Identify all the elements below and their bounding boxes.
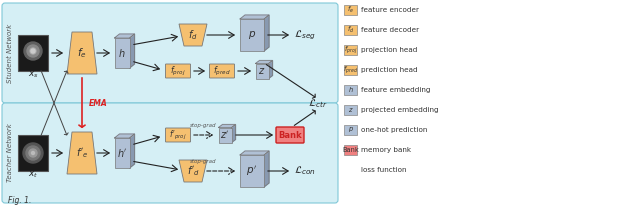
FancyBboxPatch shape: [18, 35, 48, 71]
FancyBboxPatch shape: [344, 45, 357, 55]
Text: $p$: $p$: [248, 29, 256, 41]
Text: feature embedding: feature embedding: [361, 87, 431, 93]
FancyBboxPatch shape: [209, 64, 234, 78]
Circle shape: [26, 146, 40, 160]
Polygon shape: [264, 15, 269, 51]
Text: $h$: $h$: [348, 85, 353, 94]
Text: EMA: EMA: [88, 99, 108, 108]
FancyBboxPatch shape: [344, 25, 357, 35]
FancyBboxPatch shape: [344, 65, 357, 75]
FancyBboxPatch shape: [18, 135, 48, 171]
Text: one-hot prediction: one-hot prediction: [361, 127, 428, 133]
FancyBboxPatch shape: [240, 155, 264, 187]
Text: $f'_d$: $f'_d$: [187, 164, 200, 178]
Polygon shape: [129, 134, 134, 168]
Text: $z$: $z$: [348, 106, 353, 114]
FancyBboxPatch shape: [344, 85, 357, 95]
FancyBboxPatch shape: [344, 105, 357, 115]
Text: projected embedding: projected embedding: [361, 107, 438, 113]
Text: loss function: loss function: [361, 167, 406, 173]
Text: $f_{proj}$: $f_{proj}$: [170, 64, 186, 78]
FancyBboxPatch shape: [166, 64, 191, 78]
Polygon shape: [264, 151, 269, 187]
Polygon shape: [240, 151, 269, 155]
Text: $p$: $p$: [348, 125, 353, 135]
Circle shape: [23, 143, 43, 163]
Circle shape: [31, 49, 35, 53]
Polygon shape: [67, 132, 97, 174]
Text: $h'$: $h'$: [116, 147, 127, 159]
Text: $\mathcal{L}_{seg}$: $\mathcal{L}_{seg}$: [294, 28, 316, 42]
Polygon shape: [179, 160, 207, 182]
Text: Bank: Bank: [342, 147, 359, 153]
FancyBboxPatch shape: [344, 145, 357, 155]
FancyBboxPatch shape: [115, 138, 129, 168]
Text: $f_{pred}$: $f_{pred}$: [213, 64, 231, 78]
Text: $f_d$: $f_d$: [347, 25, 354, 35]
FancyBboxPatch shape: [240, 19, 264, 51]
Text: $x_t$: $x_t$: [28, 170, 38, 180]
FancyBboxPatch shape: [115, 38, 129, 68]
Polygon shape: [255, 61, 273, 63]
Text: $f_{proj}$: $f_{proj}$: [344, 44, 357, 56]
Text: $p'$: $p'$: [246, 164, 257, 178]
FancyBboxPatch shape: [344, 5, 357, 15]
Text: feature decoder: feature decoder: [361, 27, 419, 33]
Circle shape: [24, 42, 42, 60]
Text: stop-grad: stop-grad: [189, 123, 216, 128]
Text: $x_s$: $x_s$: [28, 70, 38, 80]
Text: $f_e$: $f_e$: [347, 5, 354, 15]
Polygon shape: [115, 134, 134, 138]
Text: $f_e$: $f_e$: [77, 46, 87, 60]
FancyBboxPatch shape: [218, 128, 232, 142]
Text: memory bank: memory bank: [361, 147, 411, 153]
Circle shape: [31, 151, 35, 155]
FancyBboxPatch shape: [344, 125, 357, 135]
Text: $z'$: $z'$: [220, 129, 230, 141]
Text: $f'_e$: $f'_e$: [76, 146, 88, 160]
Polygon shape: [129, 34, 134, 68]
FancyBboxPatch shape: [166, 128, 191, 142]
Text: $f_d$: $f_d$: [188, 28, 198, 42]
Text: Bank: Bank: [278, 130, 302, 140]
Text: feature encoder: feature encoder: [361, 7, 419, 13]
Text: prediction head: prediction head: [361, 67, 418, 73]
Text: $f'_{proj}$: $f'_{proj}$: [169, 129, 187, 142]
Polygon shape: [67, 32, 97, 74]
Text: Student Network: Student Network: [7, 24, 13, 83]
Polygon shape: [232, 125, 236, 142]
Text: $f_{pred}$: $f_{pred}$: [343, 64, 358, 76]
Circle shape: [29, 149, 37, 157]
FancyBboxPatch shape: [2, 3, 338, 103]
Text: Teacher Network: Teacher Network: [7, 124, 13, 182]
FancyBboxPatch shape: [2, 103, 338, 203]
Circle shape: [30, 48, 36, 54]
Polygon shape: [179, 24, 207, 46]
FancyBboxPatch shape: [276, 127, 304, 143]
Polygon shape: [115, 34, 134, 38]
Polygon shape: [269, 61, 273, 78]
Text: $h$: $h$: [118, 47, 125, 59]
Text: $\mathcal{L}_{ctr}$: $\mathcal{L}_{ctr}$: [308, 98, 328, 110]
Circle shape: [27, 45, 39, 57]
Text: $\mathcal{L}_{con}$: $\mathcal{L}_{con}$: [294, 165, 316, 177]
Polygon shape: [240, 15, 269, 19]
Text: Fig. 1.: Fig. 1.: [8, 196, 31, 205]
Text: stop-grad: stop-grad: [189, 158, 216, 163]
Polygon shape: [218, 125, 236, 128]
Text: projection head: projection head: [361, 47, 417, 53]
FancyBboxPatch shape: [255, 63, 269, 78]
Text: $z$: $z$: [259, 66, 266, 76]
